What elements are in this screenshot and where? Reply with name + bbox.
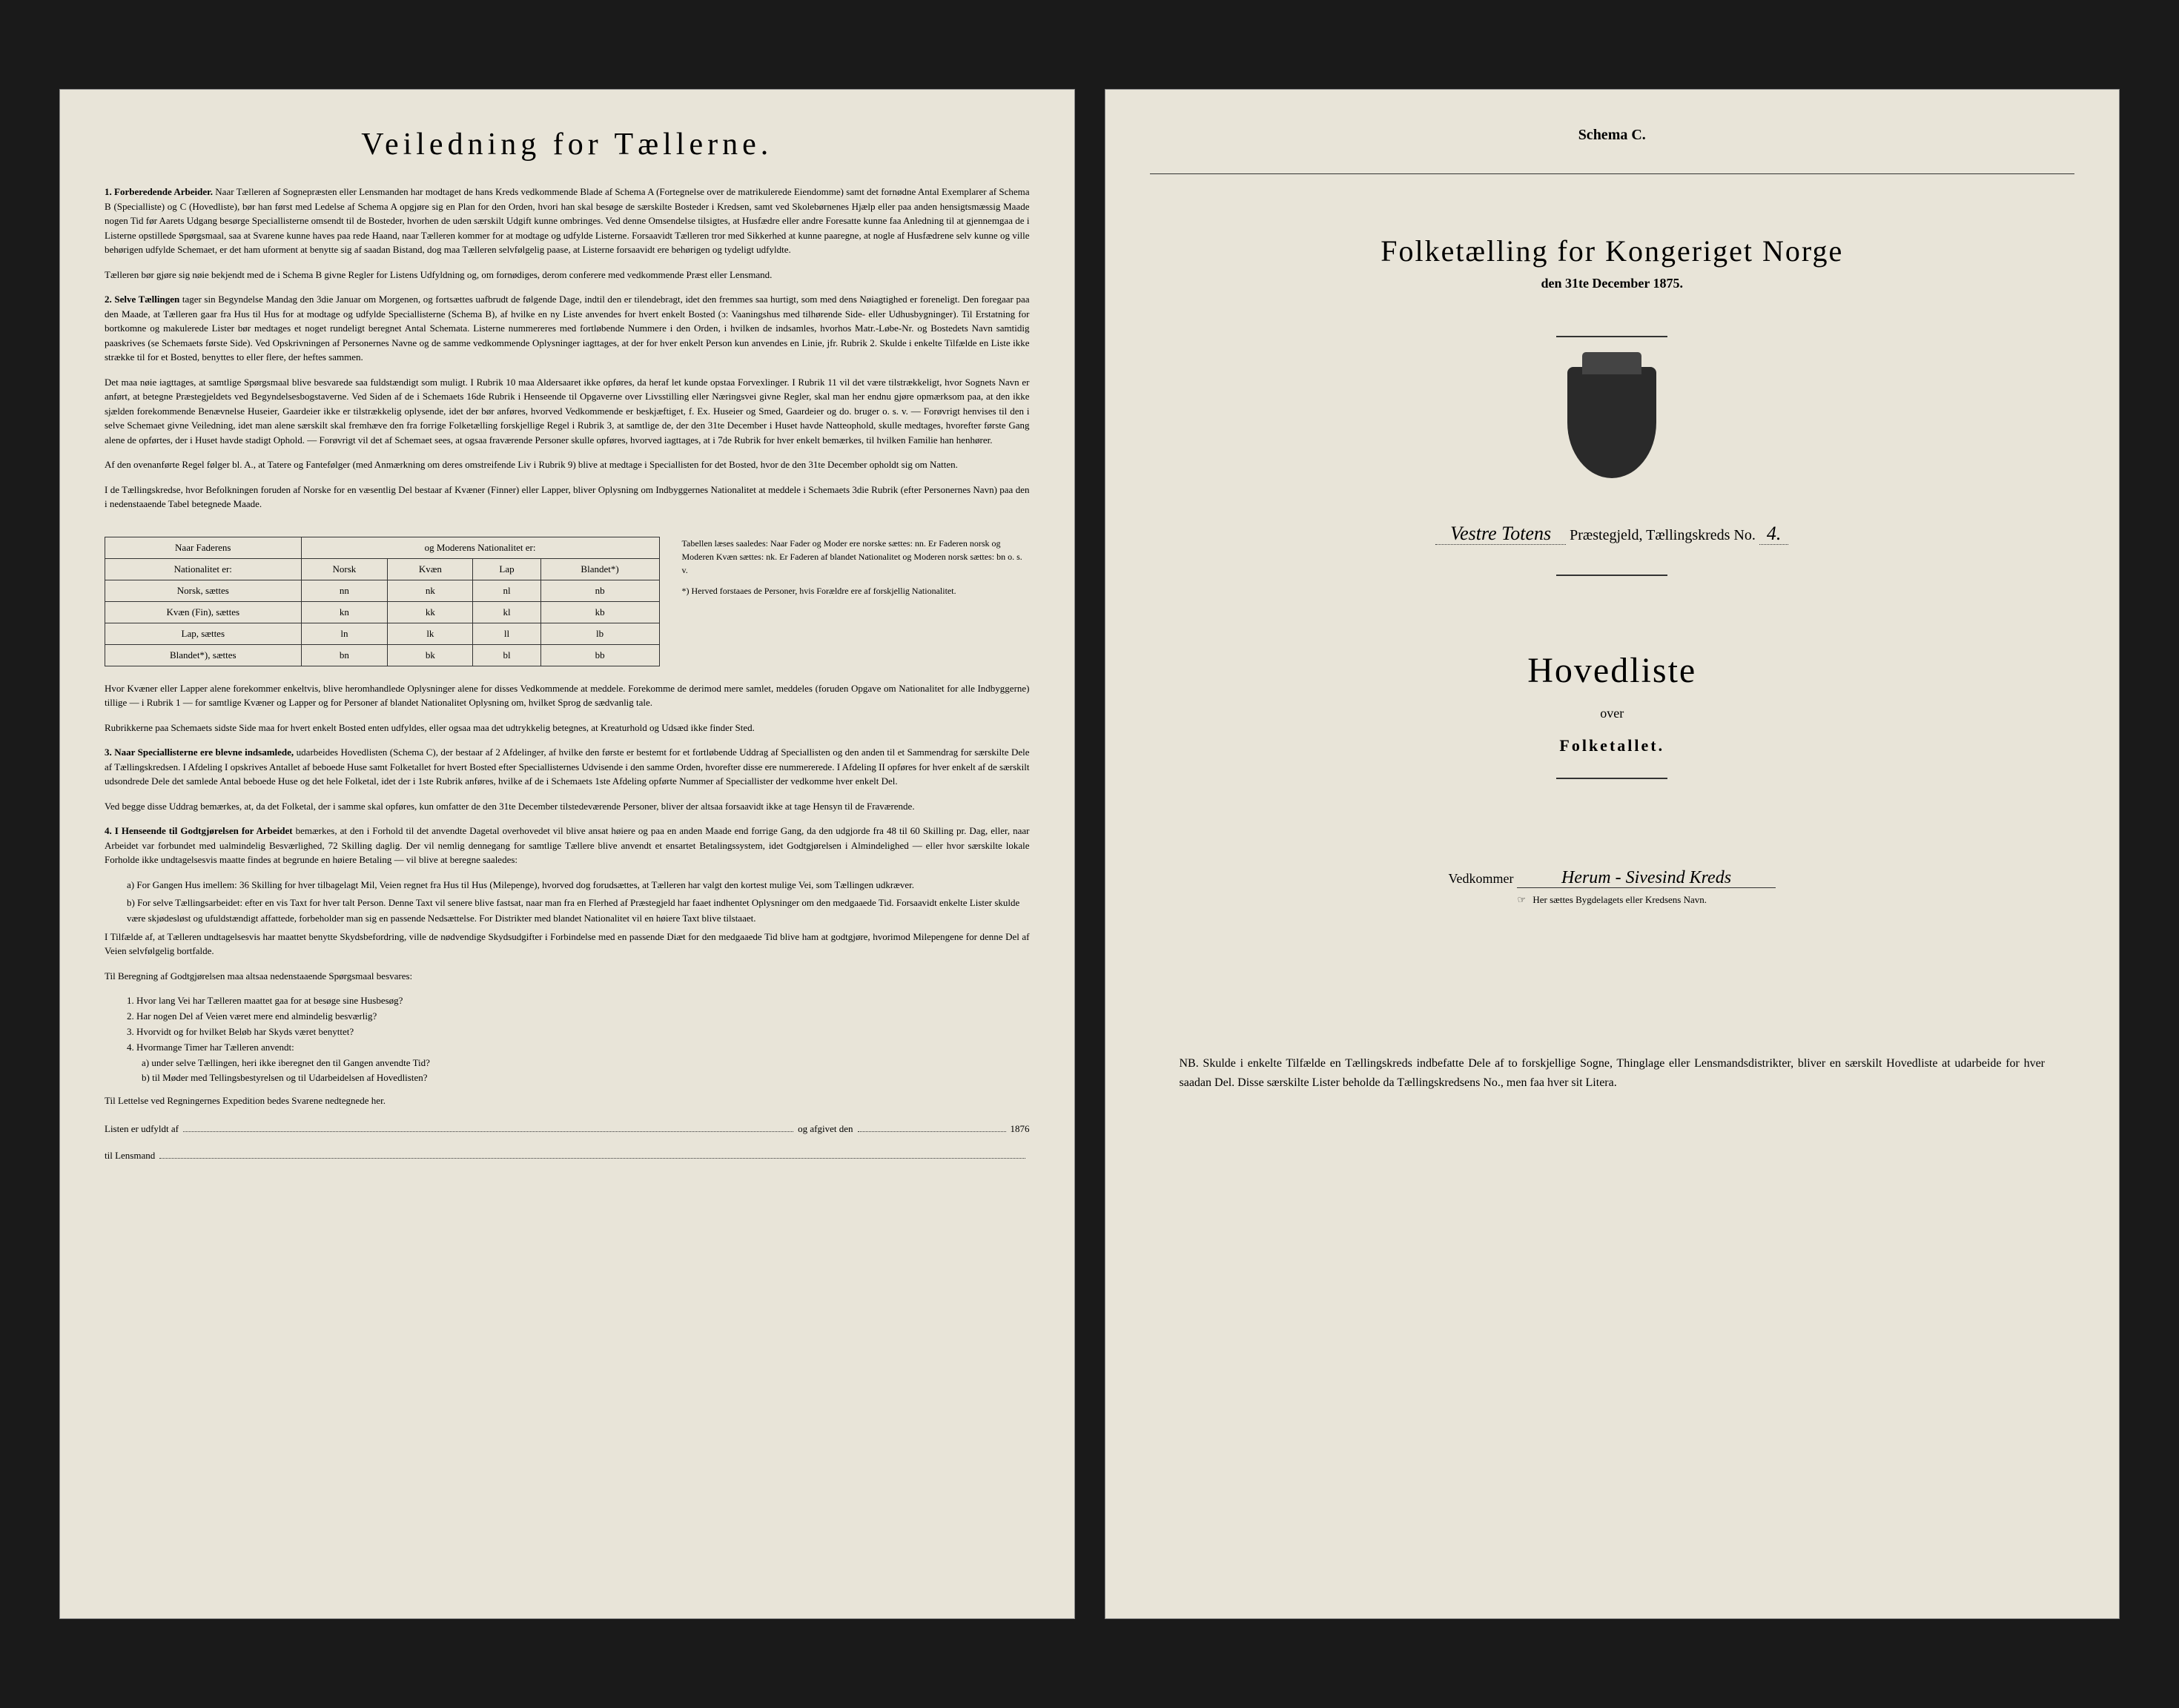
divider xyxy=(1556,575,1667,576)
para2: 2. Selve Tællingen tager sin Begyndelse … xyxy=(105,292,1030,365)
schema-label: Schema C. xyxy=(1150,127,2075,144)
table-row: Lap, sættes ln lk ll lb xyxy=(105,623,660,644)
para2c: Af den ovenanførte Regel følger bl. A., … xyxy=(105,457,1030,472)
dotted-fill xyxy=(159,1150,1025,1159)
th-nat: Nationalitet er: xyxy=(105,558,302,580)
table-row: Norsk, sættes nn nk nl nb xyxy=(105,580,660,601)
para3b: Ved begge disse Uddrag bemærkes, at, da … xyxy=(105,799,1030,814)
nb-text: NB. Skulde i enkelte Tilfælde en Tælling… xyxy=(1150,1054,2075,1092)
th-lap: Lap xyxy=(473,558,540,580)
th-norsk: Norsk xyxy=(301,558,388,580)
para1: 1. Forberedende Arbeider. Naar Tælleren … xyxy=(105,185,1030,257)
para4: 4. I Henseende til Godtgjørelsen for Arb… xyxy=(105,824,1030,867)
pointer-hand-icon: ☞ xyxy=(1517,894,1526,906)
th-faderens: Naar Faderens xyxy=(105,537,302,558)
hovedliste-sub: over xyxy=(1150,706,2075,721)
table-caption: Tabellen læses saaledes: Naar Fader og M… xyxy=(682,522,1030,598)
table-row: Blandet*), sættes bn bk bl bb xyxy=(105,644,660,666)
hovedliste-title: Hovedliste xyxy=(1150,650,2075,691)
th-kvaen: Kvæn xyxy=(388,558,473,580)
folketallet-label: Folketallet. xyxy=(1150,736,2075,755)
para2e: Hvor Kvæner eller Lapper alene forekomme… xyxy=(105,681,1030,710)
sublist: a) For Gangen Hus imellem: 36 Skilling f… xyxy=(127,878,1030,927)
para4c: Til Beregning af Godtgjørelsen maa altsa… xyxy=(105,969,1030,984)
para3: 3. Naar Speciallisterne ere blevne indsa… xyxy=(105,745,1030,789)
para2f: Rubrikkerne paa Schemaets sidste Side ma… xyxy=(105,721,1030,735)
vedkommer-note: ☞ Her sættes Bygdelagets eller Kredsens … xyxy=(1150,894,2075,906)
census-title: Folketælling for Kongeriget Norge xyxy=(1150,234,2075,268)
footer-line-2: til Lensmand xyxy=(105,1150,1030,1162)
divider xyxy=(1556,778,1667,779)
para1b: Tælleren bør gjøre sig nøie bekjendt med… xyxy=(105,268,1030,282)
census-date: den 31te December 1875. xyxy=(1150,276,2075,291)
th-blandet: Blandet*) xyxy=(540,558,659,580)
table-row: Kvæn (Fin), sættes kn kk kl kb xyxy=(105,601,660,623)
instructions-title: Veiledning for Tællerne. xyxy=(105,127,1030,162)
para4b: I Tilfælde af, at Tælleren undtagelsesvi… xyxy=(105,930,1030,959)
para2d: I de Tællingskredse, hvor Befolkningen f… xyxy=(105,483,1030,512)
th-moderens: og Moderens Nationalitet er: xyxy=(301,537,659,558)
vedkommer-handwritten: Herum - Sivesind Kreds xyxy=(1517,868,1776,888)
questions: 1. Hvor lang Vei har Tælleren maattet ga… xyxy=(127,993,1030,1086)
dotted-fill xyxy=(183,1123,793,1132)
parish-name-handwritten: Vestre Totens xyxy=(1435,523,1566,545)
para2b: Det maa nøie iagttages, at samtlige Spør… xyxy=(105,375,1030,448)
left-page: Veiledning for Tællerne. 1. Forberedende… xyxy=(59,89,1075,1619)
coat-of-arms-icon xyxy=(1567,367,1656,478)
nationality-table: Naar Faderens og Moderens Nationalitet e… xyxy=(105,537,660,666)
parish-line: Vestre Totens Præstegjeld, Tællingskreds… xyxy=(1150,523,2075,545)
footer-line-1: Listen er udfyldt af og afgivet den 1876 xyxy=(105,1123,1030,1135)
dotted-fill xyxy=(858,1123,1006,1132)
vedkommer-line: Vedkommer Herum - Sivesind Kreds xyxy=(1150,868,2075,888)
parish-no-handwritten: 4. xyxy=(1759,523,1789,545)
divider xyxy=(1556,336,1667,337)
footer-note: Til Lettelse ved Regningernes Expedition… xyxy=(105,1093,1030,1108)
right-page: Schema C. Folketælling for Kongeriget No… xyxy=(1105,89,2120,1619)
nationality-table-wrap: Naar Faderens og Moderens Nationalitet e… xyxy=(105,522,1030,681)
